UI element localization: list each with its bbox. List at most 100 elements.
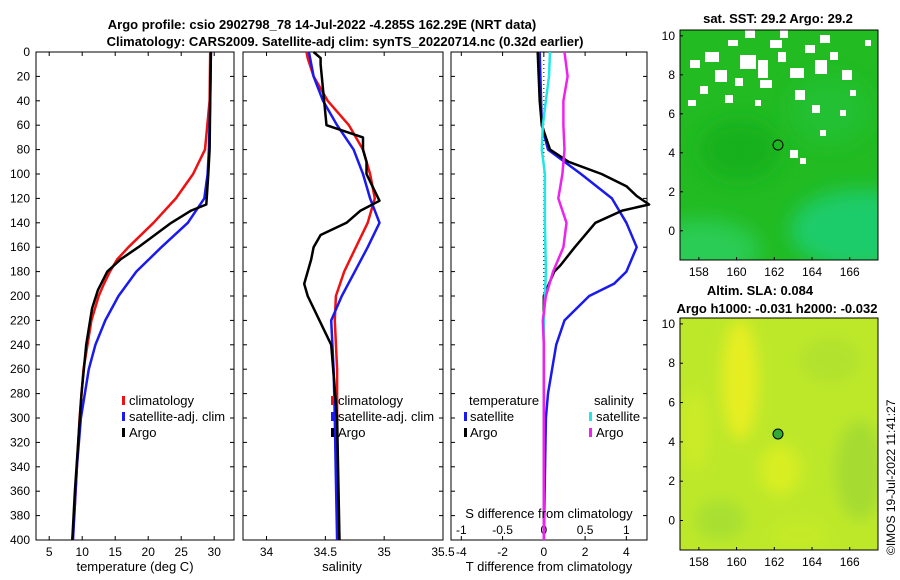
cloud-cell	[760, 80, 772, 88]
series-line-argo	[71, 51, 213, 541]
map-y-tick-label: 8	[668, 68, 675, 82]
x-tick-label: 5	[46, 545, 53, 559]
map-y-tick-label: 0	[668, 514, 675, 528]
cloud-cell	[820, 35, 830, 43]
map-y-tick-label: 4	[668, 146, 675, 160]
map-y-tick-label: 2	[668, 185, 675, 199]
cloud-cell	[790, 68, 804, 78]
depth-tick-label: 400	[10, 533, 30, 547]
sla-map-frame	[679, 317, 879, 551]
legend-swatch-climatology	[331, 396, 334, 405]
depth-tick-label: 80	[17, 143, 31, 157]
cloud-cell	[780, 30, 788, 38]
legend-label-s-argo: Argo	[596, 425, 623, 440]
x-tick-label: 15	[109, 545, 123, 559]
legend-swatch-s-satellite	[589, 412, 592, 421]
legend-label-climatology: climatology	[129, 393, 195, 408]
legend-swatch-argo	[122, 428, 125, 437]
legend-label-satellite: satellite-adj. clim	[338, 409, 434, 424]
map-x-tick-label: 162	[764, 555, 784, 569]
cloud-cell	[805, 45, 815, 53]
sla-map-axes: 158 160 162 164 166 0 2 4 6 8 10	[662, 317, 860, 569]
cloud-cell	[800, 158, 806, 164]
depth-tick-label: 360	[10, 484, 30, 498]
difference-legend: temperature satellite Argo salinity sate…	[464, 393, 640, 440]
cloud-cell	[790, 150, 798, 158]
legend-swatch-argo	[331, 428, 334, 437]
depth-tick-label: 140	[10, 216, 30, 230]
map-x-tick-label: 160	[727, 555, 747, 569]
sst-map-title: sat. SST: 29.2 Argo: 29.2	[703, 11, 853, 26]
depth-tick-label: 300	[10, 411, 30, 425]
sla-map-subtitle: Argo h1000: -0.031 h2000: -0.032	[677, 301, 878, 316]
depth-tick-label: 200	[10, 289, 30, 303]
sst-argo-marker	[772, 139, 784, 151]
cloud-cell	[815, 60, 827, 74]
map-y-tick-label: 4	[668, 435, 675, 449]
legend-label-argo: Argo	[338, 425, 365, 440]
cloud-cell	[755, 100, 761, 106]
cloud-cell	[690, 60, 700, 68]
depth-tick-label: 280	[10, 387, 30, 401]
depth-tick-label: 20	[17, 69, 31, 83]
map-x-tick-label: 166	[840, 265, 860, 279]
cloud-cell	[840, 110, 846, 116]
cloud-cell	[770, 40, 782, 48]
figure-title-line2: Climatology: CARS2009. Satellite-adj cli…	[107, 34, 584, 49]
map-x-tick-label: 162	[764, 265, 784, 279]
x-tick-label-top: -1	[456, 523, 467, 537]
figure-title-line1: Argo profile: csio 2902798_78 14-Jul-202…	[108, 17, 536, 32]
x-tick-label: 0	[540, 545, 547, 559]
legend-header-salinity: salinity	[594, 393, 634, 408]
depth-tick-label: 160	[10, 240, 30, 254]
x-tick-label-top: 1	[623, 523, 630, 537]
cloud-cell	[735, 78, 743, 86]
x-tick-label: 34.5	[314, 545, 338, 559]
cloud-cell	[740, 55, 756, 69]
sst-map-field	[680, 30, 878, 260]
legend-label-t-argo: Argo	[470, 425, 497, 440]
legend-swatch-satellite	[331, 412, 334, 421]
map-y-tick-label: 2	[668, 474, 675, 488]
salinity-legend: climatology satellite-adj. clim Argo	[331, 393, 434, 440]
cloud-cell	[865, 40, 871, 46]
map-x-tick-label: 160	[727, 265, 747, 279]
x-tick-label-top: -0.5	[492, 523, 513, 537]
depth-tick-label: 0	[23, 45, 30, 59]
sla-map-field	[680, 318, 878, 550]
cloud-cell	[705, 52, 719, 62]
series-line-salinity-argo	[541, 51, 569, 540]
x-tick-label: 25	[175, 545, 189, 559]
cloud-cell	[725, 95, 733, 103]
x-tick-label: 34	[260, 545, 274, 559]
cloud-cell	[812, 105, 820, 113]
sla-map-title: Altim. SLA: 0.084	[707, 283, 814, 298]
map-x-tick-label: 164	[802, 265, 822, 279]
x-tick-label: 35.5	[431, 545, 455, 559]
cloud-cell	[758, 60, 768, 78]
depth-axis: 0 20 40 60 80 100 120 140 160 180 200 220 240 260 280 3…	[10, 45, 647, 547]
x-tick-label: -2	[497, 545, 508, 559]
sst-map-axes: 158 160 162 164 166 0 2 4 6 8 10	[662, 29, 860, 279]
depth-tick-label: 380	[10, 509, 30, 523]
depth-tick-label: 320	[10, 435, 30, 449]
depth-tick-label: 120	[10, 191, 30, 205]
map-x-tick-label: 166	[840, 555, 860, 569]
x-tick-label: 4	[623, 545, 630, 559]
difference-panel-frame	[450, 51, 648, 541]
x-tick-label: 20	[142, 545, 156, 559]
map-y-tick-label: 6	[668, 107, 675, 121]
depth-tick-label: 100	[10, 167, 30, 181]
legend-header-temperature: temperature	[469, 393, 539, 408]
cloud-cell	[715, 70, 727, 82]
cloud-cell	[745, 30, 755, 38]
legend-label-satellite: satellite-adj. clim	[129, 409, 225, 424]
map-x-tick-label: 158	[689, 265, 709, 279]
map-x-tick-label: 164	[802, 555, 822, 569]
cloud-cell	[688, 100, 696, 106]
difference-xlabel-top: S difference from climatology	[465, 506, 633, 521]
cloud-cell	[842, 70, 852, 80]
sst-map-frame	[679, 29, 879, 261]
cloud-cell	[850, 90, 856, 96]
difference-plot: -4 -2 0 2 4-1 -0.5 0 0.5 1	[456, 51, 651, 559]
